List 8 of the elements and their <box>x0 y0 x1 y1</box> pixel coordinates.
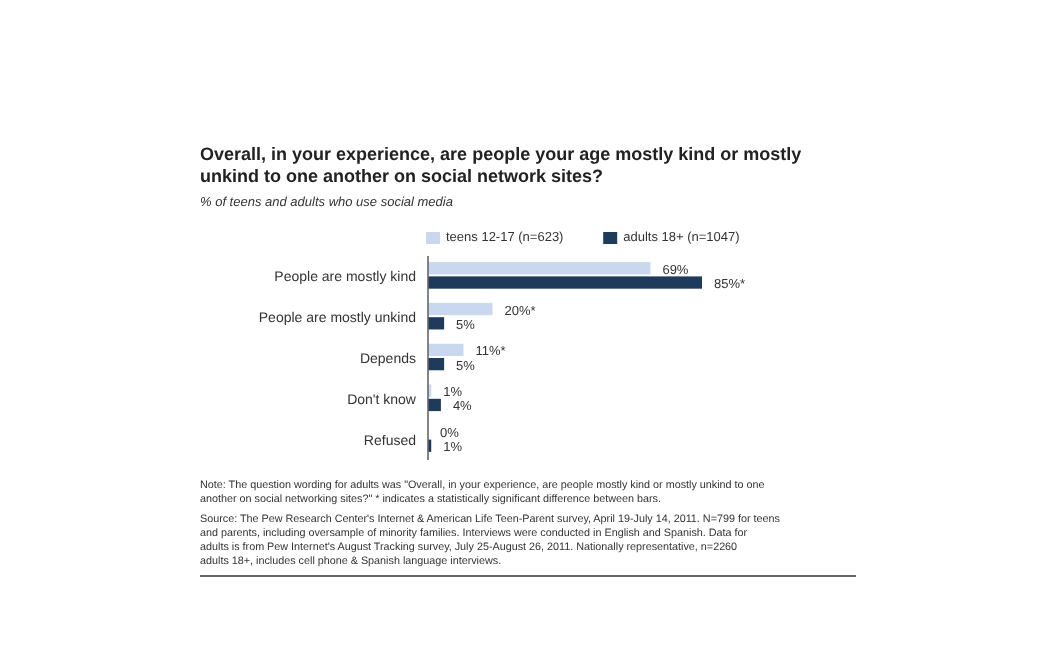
bar <box>428 398 441 412</box>
bar <box>428 358 445 371</box>
bar <box>428 262 651 275</box>
bar <box>428 343 464 356</box>
bar <box>428 276 702 289</box>
bar <box>428 317 445 330</box>
chart-title: Overall, in your experience, are people your age mostly kind or mostly unkind to one another on social network sites? <box>200 144 802 186</box>
bar <box>428 302 493 316</box>
